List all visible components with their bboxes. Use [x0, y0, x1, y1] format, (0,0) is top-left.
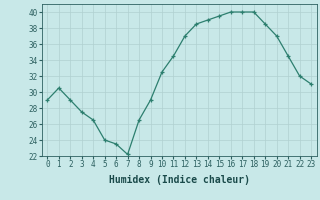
X-axis label: Humidex (Indice chaleur): Humidex (Indice chaleur)	[109, 175, 250, 185]
